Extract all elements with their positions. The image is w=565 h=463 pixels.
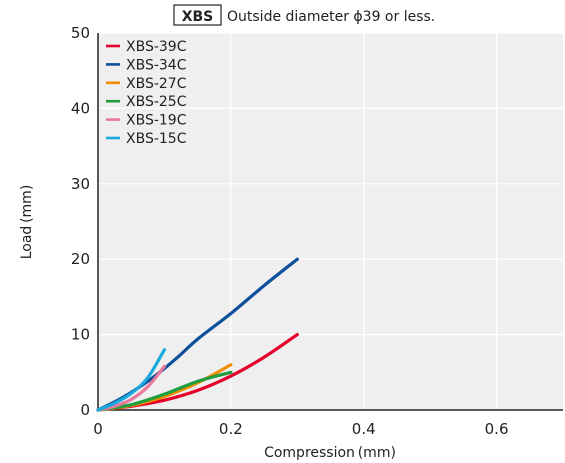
legend-label: XBS-27C: [126, 76, 187, 92]
legend-label: XBS-34C: [126, 57, 187, 73]
legend-item-xbs-34c: XBS-34C: [106, 57, 187, 73]
x-tick-label: 0.4: [352, 420, 376, 438]
y-tick-label: 20: [71, 250, 90, 268]
x-axis-title: Compression (mm): [264, 445, 396, 461]
legend-label: XBS-39C: [126, 39, 187, 55]
legend-label: XBS-19C: [126, 113, 187, 129]
chart-title: Outside diameter ϕ39 or less.: [227, 9, 435, 25]
axes: [97, 33, 563, 411]
title-badge-box: [173, 4, 222, 26]
legend: XBS-39C XBS-34C XBS-27C XBS-25C XBS-19C XBS-1…: [106, 39, 187, 147]
legend-item-xbs-25c: XBS-25C: [106, 94, 187, 110]
title-badge: XBS: [182, 9, 214, 25]
legend-item-xbs-15c: XBS-15C: [106, 131, 187, 147]
y-tick-label: 10: [71, 326, 90, 344]
y-tick-label: 30: [71, 175, 90, 193]
series-lines: [96, 257, 299, 412]
grid: [98, 32, 563, 410]
y-tick-label: 0: [80, 401, 90, 419]
legend-item-xbs-19c: XBS-19C: [106, 113, 187, 129]
tick-labels: 0 0.2 0.4 0.6 0 10 20 30 40 50: [71, 24, 509, 438]
series-line-xbs-25c: [96, 370, 233, 412]
series-line-xbs-15c: [96, 348, 167, 412]
legend-item-xbs-27c: XBS-27C: [106, 76, 187, 92]
legend-item-xbs-39c: XBS-39C: [106, 39, 187, 55]
y-axis-title: Load (mm): [19, 185, 35, 260]
x-tick-label: 0: [93, 420, 103, 438]
legend-label: XBS-15C: [126, 131, 187, 147]
x-tick-label: 0.2: [219, 420, 243, 438]
x-tick-label: 0.6: [485, 420, 509, 438]
plot-area: [98, 33, 563, 410]
y-tick-label: 50: [71, 24, 90, 42]
legend-label: XBS-25C: [126, 94, 187, 110]
y-tick-label: 40: [71, 99, 90, 117]
series-line-xbs-19c: [96, 364, 167, 412]
